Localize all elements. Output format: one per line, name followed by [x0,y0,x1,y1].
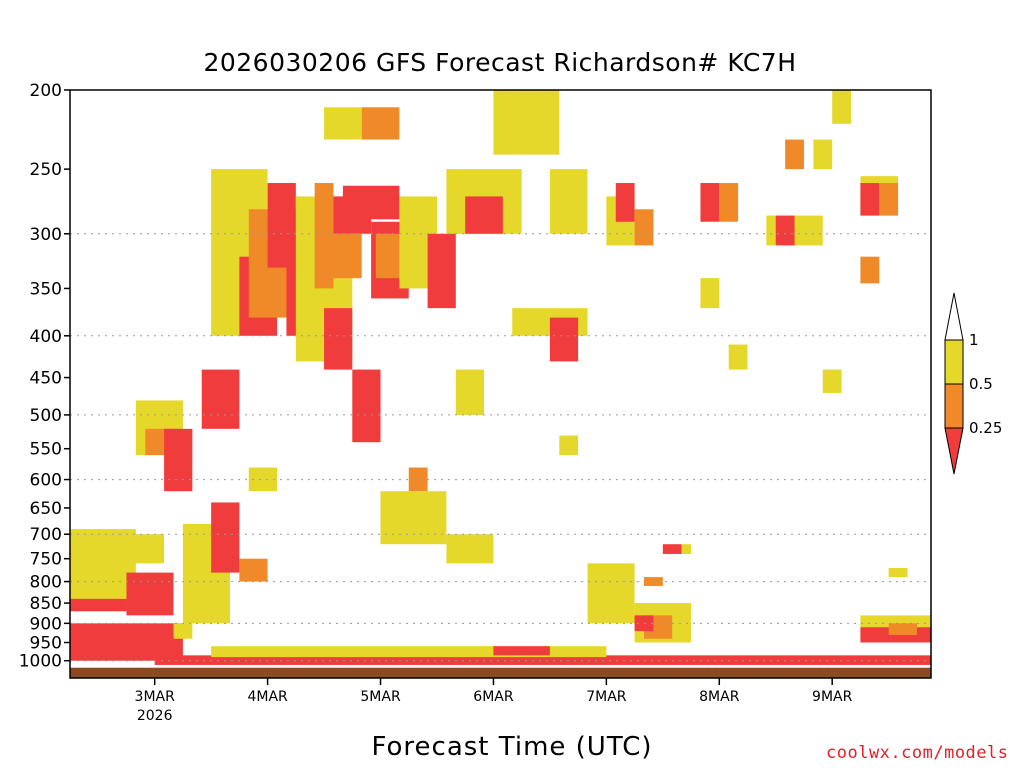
y-tick-label-750: 750 [30,550,62,570]
y-tick-label-800: 800 [30,573,62,593]
region-55 [813,139,833,170]
region-4 [126,572,174,616]
region-41 [634,209,654,246]
y-tick-label-200: 200 [30,81,62,101]
region-47 [644,577,663,586]
region-62 [888,568,908,578]
region-35 [549,317,579,362]
region-21 [324,107,362,140]
region-72 [427,233,456,309]
x-tick-label-0: 3MAR [135,689,176,705]
region-29 [408,467,428,492]
y-tick-label-500: 500 [30,406,62,426]
region-27 [324,308,353,370]
x-tick-label-3: 6MAR [473,689,514,705]
y-tick-label-350: 350 [30,279,62,299]
region-20 [324,233,362,279]
region-60 [879,183,899,216]
region-32 [465,196,503,234]
region-61 [860,256,880,284]
y-axis: 200 250 300 350 400 450 500 550 600 650 700 750 8008… [19,81,70,672]
region-70 [248,467,278,492]
x-tick-label-1: 4MAR [247,689,288,705]
region-10 [239,558,268,582]
x-axis: 3MAR 2026 4MAR 5MAR 6MAR 7MAR 8MAR 9MAR [135,678,853,724]
region-40 [615,183,635,222]
data-regions [70,90,931,665]
x-tick-label-4: 7MAR [586,689,627,705]
region-49 [719,183,739,222]
chart-title: 2026030206 GFS Forecast Richardson# KC7H [203,48,797,77]
region-9 [211,502,240,573]
x-axis-title: Forecast Time (UTC) [371,732,653,762]
y-tick-label-600: 600 [30,471,62,491]
x-tick-label-5: 8MAR [699,689,740,705]
region-22 [361,107,400,140]
region-57 [822,369,842,393]
region-43 [681,544,692,554]
y-tick-label-700: 700 [30,525,62,545]
x-tick-sublabel-0: 2026 [137,708,173,724]
region-3 [98,534,165,564]
y-tick-label-900: 900 [30,614,62,634]
region-36 [549,169,588,234]
y-tick-label-850: 850 [30,594,62,614]
region-30 [446,534,494,564]
region-65 [888,623,917,635]
y-tick-label-1000: 1000 [19,652,62,672]
region-68 [493,646,550,656]
region-37 [559,435,579,456]
legend-swatch-orange [944,383,964,429]
x-tick-label-2: 5MAR [360,689,401,705]
region-53 [775,215,795,246]
y-tick-label-400: 400 [30,327,62,347]
legend-bottom-arrow [944,427,964,475]
plot-frame [69,89,932,679]
ground-band [70,667,931,678]
region-28 [380,491,447,545]
y-tick-label-300: 300 [30,225,62,245]
credit-text: coolwx.com/models [826,743,1009,763]
region-0 [70,623,183,661]
region-59 [860,183,880,216]
y-tick-label-950: 950 [30,634,62,654]
legend-swatch-yellow [944,339,964,385]
legend-top-arrow [944,292,964,341]
region-51 [728,344,748,370]
region-38 [587,563,635,624]
y-tick-label-250: 250 [30,160,62,180]
colorbar-legend: 1 0.5 0.25 [944,292,1002,475]
region-54 [785,139,804,170]
y-tick-label-650: 650 [30,499,62,519]
region-33 [493,90,560,155]
ground-layer [70,667,931,678]
region-69 [173,623,193,639]
region-56 [832,90,852,124]
region-48 [700,183,720,222]
y-tick-label-550: 550 [30,440,62,460]
region-73 [455,369,485,415]
legend-label-0: 1 [969,331,979,349]
region-2 [70,598,127,612]
region-26 [352,369,381,443]
region-19 [342,185,400,220]
legend-label-2: 0.25 [969,419,1002,437]
y-tick-label-450: 450 [30,369,62,389]
legend-label-1: 0.5 [969,375,993,393]
region-7 [164,428,193,492]
region-42 [662,544,682,554]
region-71 [201,369,240,429]
x-tick-label-6: 9MAR [812,689,853,705]
region-67 [211,646,607,658]
region-50 [700,278,720,309]
region-66 [154,655,931,665]
